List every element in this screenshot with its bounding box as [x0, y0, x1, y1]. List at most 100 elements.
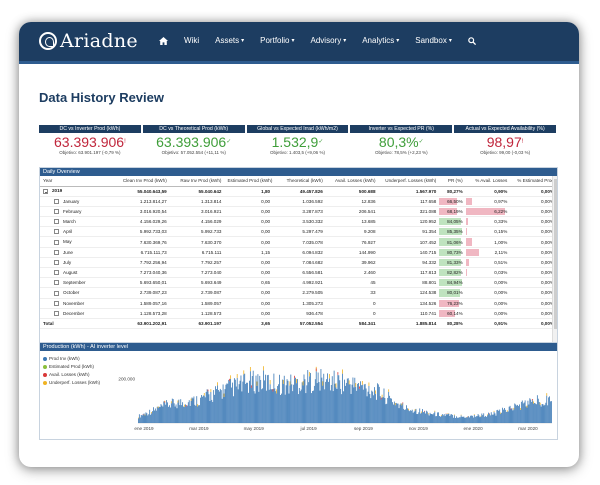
table-row[interactable]: September 5.693.650,01 5.693.649 0,65 4.992.…: [40, 277, 557, 289]
column-header[interactable]: Avail. Losses (kWh): [325, 176, 379, 187]
prod-bar: [380, 399, 382, 423]
prod-bar: [404, 409, 406, 423]
prod-bar: [194, 404, 196, 423]
prod-bar: [231, 387, 232, 423]
prod-bar: [315, 371, 317, 423]
overview-table: Year Clean Inv Prod (kWh) Raw Inv Prod (…: [40, 176, 557, 330]
nav-wiki[interactable]: Wiki: [184, 36, 199, 45]
table-cell: 63.901.202,91: [110, 317, 170, 330]
prod-bar: [482, 415, 484, 423]
prod-bar: [540, 406, 542, 423]
nav-sandbox[interactable]: Sandbox ▾: [415, 36, 452, 45]
legend-item[interactable]: Underperf. Losses (kWh): [43, 379, 100, 387]
table-cell: 91.354: [378, 226, 440, 238]
prod-bar: [530, 399, 532, 423]
prod-bar: [309, 376, 311, 423]
table-row[interactable]: January 1.213.814,27 1.313.814 0,00 1.036.59…: [40, 196, 557, 207]
table-cell: 6.715.111,73: [110, 247, 170, 258]
expand-icon[interactable]: [54, 239, 59, 245]
expand-icon[interactable]: [54, 290, 59, 296]
prod-bar: [432, 414, 434, 423]
expand-icon[interactable]: [54, 300, 59, 306]
table-row[interactable]: August 7.273.040,36 7.273.040 0,00 6.556.581…: [40, 267, 557, 279]
collapse-icon[interactable]: [43, 188, 48, 194]
column-header[interactable]: % Avail. Losses: [465, 176, 511, 187]
prod-bar: [333, 370, 335, 423]
table-row[interactable]: November 1.589.057,16 1.589.057 0,00 1.305.2…: [40, 298, 557, 309]
underperf-loss-bar: [487, 414, 488, 416]
table-row[interactable]: April 5.992.733,03 5.992.733 0,00 5.297.479 9…: [40, 226, 557, 238]
prod-bar: [185, 404, 186, 423]
prod-bar: [185, 406, 187, 423]
prod-bar: [272, 391, 274, 423]
scrollbar-thumb[interactable]: [554, 179, 557, 329]
column-header[interactable]: Theoretical (kWh): [273, 176, 326, 187]
table-row[interactable]: October 2.739.087,23 2.739.087 0,00 2.279.50…: [40, 287, 557, 299]
legend-item[interactable]: Estimated Prod (kWh): [43, 363, 100, 371]
column-header[interactable]: Clean Inv Prod (kWh): [110, 176, 170, 187]
nav-portfolio[interactable]: Portfolio ▾: [260, 36, 294, 45]
column-header[interactable]: Estimated Prod (kWh): [224, 176, 274, 187]
prod-bar: [319, 390, 321, 423]
prod-bar: [313, 390, 314, 423]
table-row[interactable]: March 4.156.029,26 4.156.029 0,00 3.530.332 1…: [40, 216, 557, 228]
column-header[interactable]: Underperf. Losses (kWh): [378, 176, 440, 187]
table-cell: October: [40, 287, 111, 299]
home-icon[interactable]: [159, 36, 168, 45]
cell-value: 0,97%: [494, 198, 508, 204]
prod-bar: [255, 375, 257, 423]
column-header[interactable]: PR (%): [439, 176, 466, 187]
column-header[interactable]: Raw Inv Prod (kWh): [169, 176, 225, 187]
table-cell: 117.813: [378, 267, 440, 279]
prod-bar: [531, 401, 533, 423]
prod-bar: [248, 392, 249, 423]
prod-bar: [362, 389, 364, 423]
expand-icon[interactable]: [54, 270, 59, 276]
column-header[interactable]: % Estimated Prod: [510, 176, 557, 187]
brand-logo[interactable]: Ariadne: [39, 30, 138, 52]
prod-bar: [503, 409, 504, 423]
table-cell: 55.040.642: [169, 186, 225, 197]
table-row[interactable]: February 3.016.920,54 3.016.921 0,00 3.287.8…: [40, 206, 557, 218]
prod-bar: [175, 404, 177, 423]
prod-bar: [413, 411, 415, 423]
underperf-loss-bar: [177, 400, 179, 403]
underperf-loss-bar: [249, 367, 251, 372]
prod-bar: [459, 417, 461, 423]
table-row[interactable]: May 7.630.369,76 7.630.370 0,00 7.035.078 76.…: [40, 236, 557, 248]
table-cell: 4.156.029: [169, 216, 225, 228]
table-row[interactable]: June 6.715.111,73 6.715.111 1,15 6.094.832 14…: [40, 247, 557, 258]
legend-item[interactable]: Prod Inv (kWh): [43, 355, 100, 363]
prod-bar: [491, 414, 493, 423]
expand-icon[interactable]: [54, 260, 59, 266]
search-icon[interactable]: [468, 36, 476, 45]
prod-bar: [475, 416, 477, 423]
expand-icon[interactable]: [54, 209, 59, 215]
prod-bar: [353, 387, 355, 423]
prod-bar: [509, 405, 511, 423]
nav-advisory-label: Advisory: [310, 36, 342, 45]
nav-analytics[interactable]: Analytics ▾: [362, 36, 399, 45]
prod-bar: [365, 388, 367, 423]
expand-icon[interactable]: [54, 198, 59, 204]
expand-icon[interactable]: [54, 280, 59, 286]
table-row[interactable]: July 7.792.256,94 7.792.257 0,00 7.084.682 39…: [40, 257, 557, 269]
nav-assets[interactable]: Assets ▾: [215, 36, 244, 45]
expand-icon[interactable]: [54, 219, 59, 225]
expand-icon[interactable]: [54, 229, 59, 235]
expand-icon[interactable]: [54, 310, 59, 316]
prod-bar: [163, 401, 165, 423]
table-cell: 3,65: [224, 317, 274, 330]
expand-icon[interactable]: [54, 249, 59, 255]
table-cell: 88.801: [378, 277, 440, 289]
table-row[interactable]: 2019 55.040.643,59 55.040.642 1,80 49.45…: [40, 186, 557, 197]
table-row[interactable]: December 1.128.573,28 1.128.573 0,00 936.478…: [40, 308, 557, 319]
cell-value: 0,15%: [494, 229, 508, 235]
prod-bar: [426, 411, 428, 423]
column-header[interactable]: Year: [40, 176, 111, 187]
prod-bar: [433, 413, 435, 423]
legend-item[interactable]: Avail. Losses (kWh): [43, 371, 100, 379]
vertical-scrollbar[interactable]: [552, 176, 557, 346]
table-cell: 1.313.814: [169, 196, 225, 207]
nav-advisory[interactable]: Advisory ▾: [311, 36, 347, 45]
